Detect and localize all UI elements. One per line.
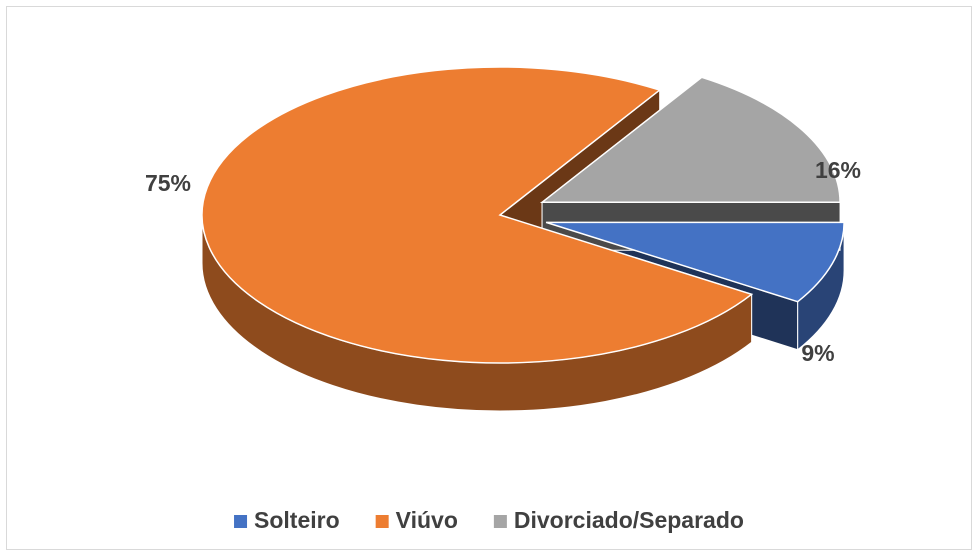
data-label: 9%: [801, 340, 834, 366]
legend-swatch: [375, 515, 389, 528]
data-label: 75%: [145, 170, 191, 196]
legend-label: Divorciado/Separado: [514, 507, 744, 533]
legend-swatch: [493, 515, 507, 528]
legend-label: Viúvo: [396, 507, 458, 533]
legend-swatch: [234, 515, 248, 528]
slice: [201, 66, 754, 364]
data-label: 16%: [815, 157, 861, 183]
pie-tops: [201, 66, 845, 364]
slice: [539, 76, 841, 204]
legend: Solteiro Viúvo Divorciado/Separado: [234, 507, 744, 533]
legend-label: Solteiro: [254, 507, 340, 533]
slice: [545, 221, 845, 303]
